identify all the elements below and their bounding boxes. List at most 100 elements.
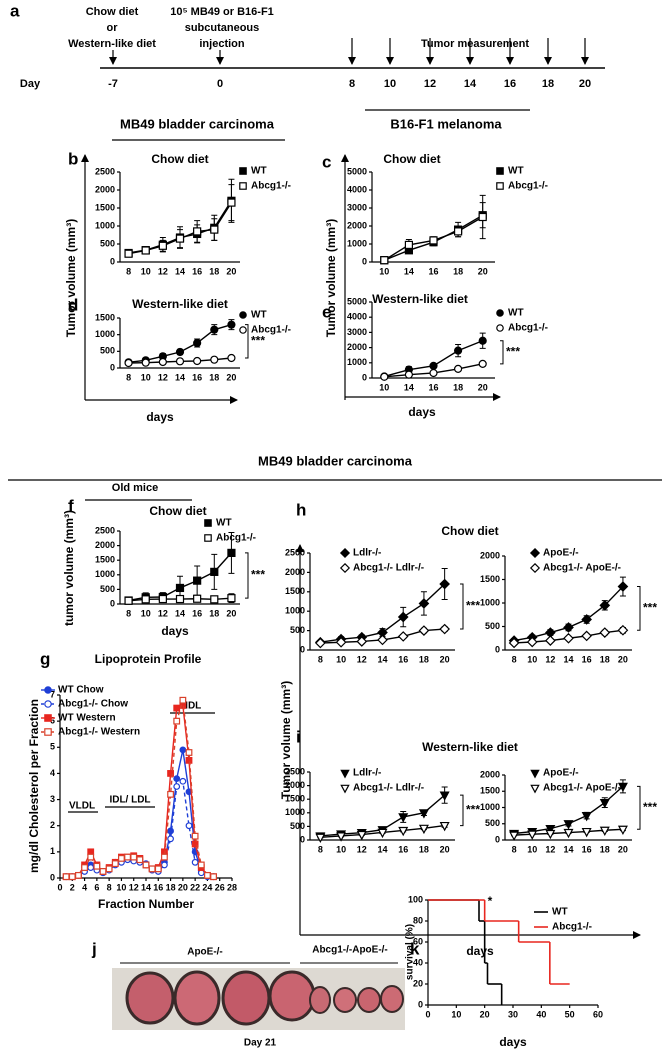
y-tick-label: 2000 — [285, 780, 305, 790]
marker — [404, 240, 413, 249]
y-tick-label: 2000 — [95, 184, 115, 194]
legend-label: WT — [508, 166, 524, 177]
y-tick-label: 0 — [300, 834, 305, 844]
legend-label: Abcg1-/- — [251, 181, 291, 192]
legend-label: WT Western — [58, 713, 116, 724]
y-tick-label: 100 — [408, 894, 423, 904]
y-tick-label: 3000 — [347, 202, 367, 212]
day-label: 16 — [504, 78, 516, 90]
marker — [599, 627, 611, 638]
legend-label: Abcg1-/- ApoE-/- — [543, 563, 621, 574]
marker — [509, 831, 520, 841]
x-tick-label: 12 — [545, 844, 555, 854]
chart-title: Western-like diet — [372, 292, 468, 306]
x-tick-label: 14 — [141, 882, 151, 892]
marker — [581, 827, 592, 838]
marker — [193, 227, 202, 236]
x-tick-label: 8 — [318, 654, 323, 664]
y-tick-label: 1000 — [285, 606, 305, 616]
x-tick-label: 0 — [57, 882, 62, 892]
marker — [356, 636, 368, 647]
marker — [141, 358, 150, 367]
tumor — [173, 970, 221, 1026]
marker — [75, 871, 82, 879]
significance-bracket — [460, 583, 464, 630]
y-tick-label: 0 — [495, 834, 500, 844]
x-tick-label: 8 — [126, 608, 131, 618]
marker — [161, 861, 168, 869]
marker — [429, 368, 438, 378]
y-tick-label: 0 — [300, 644, 305, 654]
marker — [87, 864, 95, 871]
legend-label: WT — [251, 310, 267, 321]
y-tick-label: 1000 — [347, 357, 367, 367]
significance: * — [488, 894, 493, 908]
marker — [81, 864, 88, 871]
panel-label: a — [10, 1, 20, 20]
shared-y-label: Tumor volume (mm³) — [64, 219, 78, 337]
x-tick-label: 14 — [175, 266, 185, 276]
timeline-text: Chow diet — [86, 6, 139, 18]
section-heading: B16-F1 melanoma — [390, 116, 502, 131]
timeline-text: injection — [199, 38, 245, 50]
marker — [418, 625, 430, 636]
y-tick-label: 2000 — [347, 342, 367, 352]
marker — [130, 853, 138, 861]
x-tick-label: 18 — [209, 266, 219, 276]
legend-marker — [239, 167, 247, 175]
marker — [418, 824, 429, 835]
x-tick-label: 16 — [192, 608, 202, 618]
significance: *** — [506, 344, 520, 358]
chart-title: Western-like diet — [422, 740, 518, 754]
x-tick-label: 26 — [215, 882, 225, 892]
x-tick-label: 10 — [116, 882, 126, 892]
x-tick-label: 18 — [209, 372, 219, 382]
significance-bracket — [245, 552, 249, 599]
marker — [142, 861, 150, 869]
x-tick-label: 24 — [202, 882, 212, 892]
timeline-text: Western-like diet — [68, 38, 156, 50]
marker — [397, 631, 409, 642]
y-tick-label: 500 — [100, 584, 115, 594]
marker — [527, 830, 538, 840]
x-tick-label: 20 — [226, 266, 236, 276]
panel-label: j — [91, 939, 97, 958]
x-tick-label: 18 — [166, 882, 176, 892]
marker — [398, 813, 409, 823]
marker — [454, 346, 463, 355]
marker — [204, 871, 211, 879]
x-tick-label: 18 — [209, 608, 219, 618]
y-tick-label: 2000 — [95, 540, 115, 550]
section-heading: MB49 bladder carcinoma — [258, 453, 413, 468]
x-tick-label: 20 — [178, 882, 188, 892]
y-tick-label: 2500 — [285, 547, 305, 557]
y-tick-label: 3 — [50, 794, 55, 804]
x-tick-label: 16 — [398, 654, 408, 664]
significance: *** — [466, 803, 480, 817]
marker — [124, 358, 133, 368]
legend-label: Abcg1-/- Western — [58, 727, 140, 738]
marker — [581, 614, 592, 625]
y-tick-label: 0 — [495, 644, 500, 654]
x-tick-label: 18 — [419, 654, 429, 664]
x-tick-label: 8 — [512, 844, 517, 854]
x-tick-label: 16 — [398, 844, 408, 854]
marker — [173, 704, 181, 712]
x-tick-label: 8 — [126, 372, 131, 382]
marker — [563, 828, 574, 839]
x-tick-label: 60 — [593, 1009, 603, 1019]
legend-marker — [529, 547, 541, 559]
group-label: ApoE-/- — [187, 947, 223, 958]
marker — [429, 236, 438, 245]
x-tick-label: 20 — [226, 372, 236, 382]
x-tick-label: 8 — [512, 654, 517, 664]
day-label: 14 — [464, 78, 477, 90]
marker — [404, 370, 413, 379]
panel-label: d — [68, 295, 78, 314]
marker — [175, 594, 185, 604]
significance-bracket — [637, 586, 641, 631]
marker — [377, 828, 388, 839]
legend-label: Abcg1-/- — [508, 181, 548, 192]
marker — [210, 225, 219, 234]
y-tick-label: 0 — [418, 999, 423, 1009]
